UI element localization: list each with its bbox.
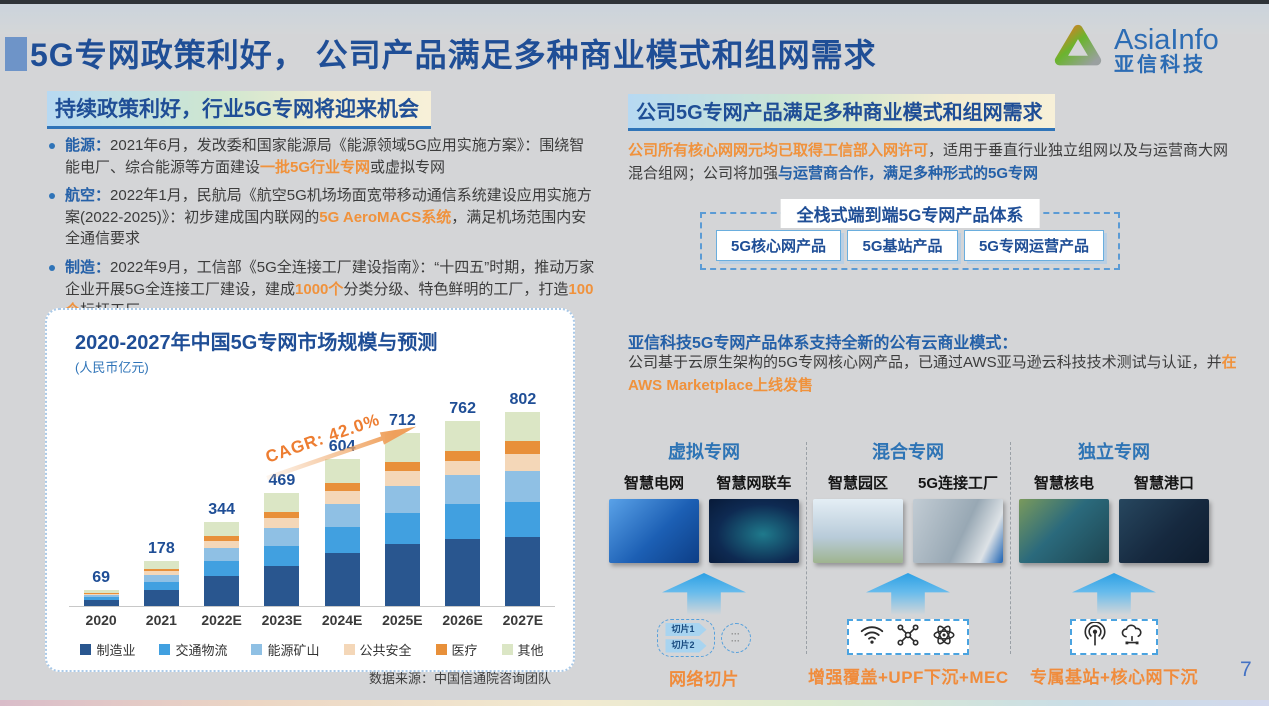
logo-text-en: AsiaInfo	[1114, 23, 1219, 56]
smart-grid-image	[609, 499, 699, 563]
page-number: 7	[1240, 658, 1252, 681]
top-edge-strip	[0, 0, 1269, 4]
product-card-base-station: 5G基站产品	[847, 230, 958, 261]
product-system-box: 全栈式端到端5G专网产品体系 5G核心网产品 5G基站产品 5G专网运营产品	[700, 199, 1120, 270]
mode-title: 混合专网	[872, 442, 944, 462]
product-system-title: 全栈式端到端5G专网产品体系	[780, 199, 1040, 228]
product-card-operations: 5G专网运营产品	[963, 230, 1104, 261]
smart-campus-image	[813, 499, 903, 563]
cloud-network-icon	[1118, 622, 1146, 653]
use-case-smart-grid: 智慧电网	[609, 472, 699, 563]
legend-item: 公共安全	[343, 640, 412, 659]
mode-column-independent: 独立专网 智慧核电 智慧港口 专属基站+核心网下沉	[1012, 438, 1216, 688]
product-card-core-network: 5G核心网产品	[716, 230, 842, 261]
more-slices-ellipsis-icon: ··· ···	[720, 622, 751, 653]
chart-x-axis: 2020 2021 2022E 2023E 2024E 2025E 2026E 2027E	[69, 612, 555, 628]
x-tick-2022E: 2022E	[201, 612, 242, 628]
legend-item: 交通物流	[159, 640, 227, 659]
bar-2020: 69	[71, 569, 131, 606]
footer-gradient-strip	[0, 700, 1269, 706]
bar-2024E: 604	[312, 438, 372, 606]
coverage-icons-box	[847, 619, 969, 655]
chart-unit-label: (人民币亿元)	[75, 360, 149, 375]
logo-text-cn: 亚信科技	[1114, 54, 1206, 77]
up-arrow-icon	[662, 573, 746, 615]
policy-bullet-list: 能源：2021年6月，发改委和国家能源局《能源领域5G应用实施方案》：围绕智能电…	[47, 135, 595, 329]
up-arrow-icon	[866, 573, 950, 615]
slice-chip-1: 切片1	[665, 623, 707, 637]
column-divider	[806, 442, 807, 654]
chart-legend: 制造业 交通物流 能源矿山 公共安全 医疗 其他	[69, 640, 555, 659]
nuclear-power-image	[1019, 499, 1109, 563]
page-title: 5G专网政策利好， 公司产品满足多种商业模式和组网需求	[30, 37, 877, 73]
header-band	[0, 4, 1269, 34]
x-tick-2024E: 2024E	[321, 612, 363, 628]
tech-label-coverage-upf-mec: 增强覆盖+UPF下沉+MEC	[808, 668, 1009, 687]
legend-item: 能源矿山	[251, 640, 320, 659]
chart-title: 2020-2027年中国5G专网市场规模与预测	[75, 332, 438, 354]
mode-title: 独立专网	[1078, 442, 1150, 462]
atom-icon	[931, 622, 957, 653]
x-tick-2026E: 2026E	[442, 612, 483, 628]
wifi-icon	[859, 622, 885, 653]
use-case-smart-port: 智慧港口	[1119, 472, 1209, 563]
mode-column-virtual: 虚拟专网 智慧电网 智慧网联车 切片1 切片2 ··· ··· 网络切片	[604, 438, 804, 690]
right-section-header: 公司5G专网产品满足多种商业模式和组网需求	[628, 94, 1055, 131]
cloud-model-heading: 亚信科技5G专网产品体系支持全新的公有云商业模式：	[628, 335, 1018, 352]
tech-label-dedicated-base-station: 专属基站+核心网下沉	[1030, 668, 1198, 687]
legend-item: 医疗	[435, 640, 478, 659]
bar-2021: 178	[131, 540, 191, 606]
slice-chip-2: 切片2	[665, 639, 707, 653]
use-case-smart-campus: 智慧园区	[813, 472, 903, 563]
title-accent-square	[5, 37, 27, 71]
asiainfo-logo-mark-icon	[1050, 20, 1106, 81]
market-forecast-chart-card: 2020-2027年中国5G专网市场规模与预测 (人民币亿元) CAGR: 42…	[45, 308, 575, 686]
tech-label-network-slicing: 网络切片	[669, 669, 739, 689]
base-station-icons-box	[1070, 619, 1158, 655]
bar-2025E: 712	[372, 412, 432, 606]
smart-port-image	[1119, 499, 1209, 563]
bar-2023E: 469	[252, 472, 312, 606]
asiainfo-logo: AsiaInfo 亚信科技	[1050, 20, 1219, 81]
column-divider	[1010, 442, 1011, 654]
cloud-model-paragraph: 公司基于云原生架构的5G专网核心网产品，已通过AWS亚马逊云科技技术测试与认证，…	[628, 354, 1237, 394]
use-case-5g-factory: 5G连接工厂	[913, 472, 1003, 563]
antenna-broadcast-icon	[1082, 620, 1108, 653]
mode-title: 虚拟专网	[668, 442, 740, 462]
x-tick-2027E: 2027E	[502, 612, 544, 628]
stacked-bar-chart: CAGR: 42.0% 69 178 344 469 604 712 762 802	[69, 380, 555, 607]
x-tick-2021: 2021	[145, 612, 177, 628]
mode-column-hybrid: 混合专网 智慧园区 5G连接工厂 增强覆盖+UPF下沉+MEC	[808, 438, 1008, 688]
legend-item: 制造业	[80, 640, 135, 659]
bar-2027E: 802	[493, 391, 553, 606]
x-tick-2025E: 2025E	[382, 612, 423, 628]
policy-bullet-aviation: 航空：2022年1月，民航局《航空5G机场场面宽带移动通信系统建设应用实施方案(…	[47, 185, 595, 250]
network-access-paragraph: 公司所有核心网网元均已取得工信部入网许可，适用于垂直行业独立组网以及与运营商大网…	[628, 142, 1229, 183]
network-slices-graphic: 切片1 切片2 ··· ···	[657, 619, 751, 657]
policy-bullet-energy: 能源：2021年6月，发改委和国家能源局《能源领域5G应用实施方案》：围绕智能电…	[47, 135, 595, 178]
use-case-connected-vehicle: 智慧网联车	[709, 472, 799, 563]
bar-2026E: 762	[433, 400, 493, 606]
use-case-nuclear-power: 智慧核电	[1019, 472, 1109, 563]
x-tick-2020: 2020	[85, 612, 117, 628]
slice-chips-box: 切片1 切片2	[657, 619, 715, 657]
network-nodes-icon	[895, 622, 921, 653]
5g-factory-image	[913, 499, 1003, 563]
chart-source: 数据来源：中国信通院咨询团队	[368, 671, 551, 686]
legend-item: 其他	[501, 640, 544, 659]
up-arrow-icon	[1072, 573, 1156, 615]
x-tick-2023E: 2023E	[261, 612, 303, 628]
left-section-header: 持续政策利好，行业5G专网将迎来机会	[47, 91, 432, 129]
connected-vehicle-image	[709, 499, 799, 563]
bar-2022E: 344	[192, 501, 252, 606]
